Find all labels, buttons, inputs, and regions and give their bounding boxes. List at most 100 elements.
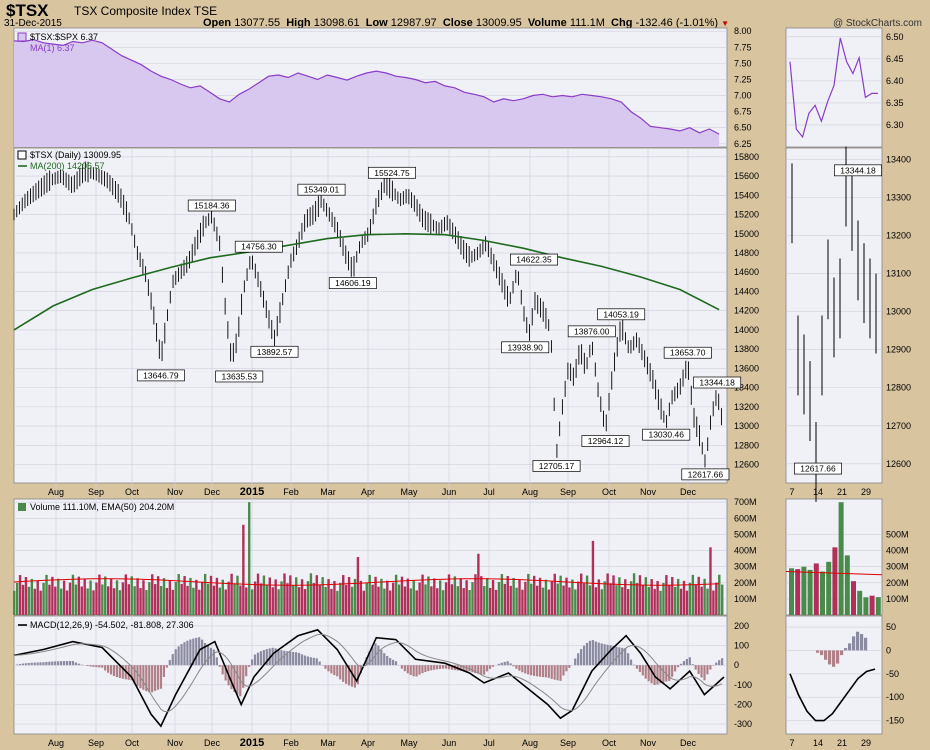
volume-bar (124, 574, 128, 615)
zoom-date-label-top: 14 (813, 487, 823, 497)
month-label-bottom: Dec (204, 738, 221, 748)
month-label-top: Jul (483, 487, 495, 497)
price-y-tick-label: 13600 (734, 363, 759, 373)
volume-bar (256, 573, 260, 615)
volume-bar (104, 576, 107, 615)
volume-bar (156, 576, 160, 615)
macd-histogram-bar (342, 665, 345, 682)
volume-y-tick-label: 600M (734, 513, 757, 523)
volume-bar (177, 574, 180, 615)
volume-bar (365, 582, 368, 615)
macd-histogram-bar (303, 655, 307, 666)
volume-value: 111.1M (569, 17, 605, 29)
ratio-area (14, 39, 720, 147)
volume-bar (48, 584, 51, 615)
volume-bar (30, 578, 34, 615)
ratio-zoom-y-tick-label: 6.40 (886, 76, 904, 86)
volume-bar (421, 574, 424, 615)
volume-bar (221, 579, 224, 615)
price-annotation-box (234, 240, 283, 253)
volume-bar (391, 582, 395, 615)
volume-bar (353, 578, 357, 615)
macd-histogram-bar (383, 653, 386, 666)
volume-zoom-bar (863, 597, 869, 615)
zoom-annotation-box (834, 164, 882, 177)
volume-bar (612, 575, 615, 615)
volume-bar (289, 575, 292, 615)
volume-bar (133, 586, 136, 615)
volume-bar (183, 576, 186, 615)
price-annotation-label: 13344.18 (699, 378, 735, 388)
price-annotation-box (663, 346, 712, 359)
macd-histogram-bar (18, 663, 22, 666)
macd-histogram-bar (712, 665, 715, 666)
volume-bar (453, 576, 457, 615)
month-label-bottom: Nov (640, 738, 657, 748)
volume-zoom-y-tick-label: 100M (886, 594, 909, 604)
ratio-y-tick-label: 7.25 (734, 74, 752, 84)
macd-histogram-bar (500, 662, 503, 666)
ratio-zoom-y-tick-label: 6.35 (886, 98, 904, 108)
chg-label: Chg (611, 17, 633, 29)
zoom-annotation-label: 12617.66 (800, 464, 836, 474)
macd-histogram-bar (553, 665, 556, 680)
macd-histogram-bar (89, 665, 92, 667)
price-annotation-label: 15524.75 (374, 168, 410, 178)
volume-zoom-bar (857, 590, 863, 615)
macd-histogram-bar (183, 642, 186, 666)
macd-histogram-bar (368, 651, 371, 666)
macd-zoom-histogram-bar (852, 636, 856, 651)
volume-bar (400, 576, 404, 615)
zoom-date-label-top: 7 (789, 487, 794, 497)
macd-histogram-bar (115, 665, 119, 678)
volume-bar (218, 587, 222, 615)
volume-bar (42, 582, 45, 615)
volume-bar (189, 577, 192, 615)
macd-histogram-bar (659, 665, 662, 684)
macd-legend-text: MACD(12,26,9) -54.502, -81.808, 27.306 (30, 620, 194, 630)
low-label: Low (365, 17, 388, 29)
macd-histogram-bar (582, 645, 586, 666)
volume-bar (209, 575, 213, 615)
price-annotation-box (567, 325, 616, 338)
volume-bar (24, 576, 28, 615)
volume-bar (83, 578, 86, 615)
volume-bar (674, 586, 677, 615)
month-label-bottom: Aug (48, 738, 64, 748)
macd-histogram-bar (668, 665, 671, 681)
price-annotation-label: 13938.90 (507, 342, 543, 352)
volume-bar (638, 575, 642, 615)
volume-bar (656, 581, 659, 615)
macd-histogram-bar (118, 665, 121, 679)
macd-histogram-bar (709, 665, 712, 670)
macd-histogram-bar (71, 660, 74, 666)
volume-bar (438, 580, 442, 615)
symbol-title: $TSX (6, 1, 49, 20)
macd-histogram-bar (242, 665, 245, 688)
macd-histogram-bar (406, 665, 409, 674)
volume-bar (682, 580, 686, 615)
macd-histogram-bar (430, 665, 433, 671)
chart-date: 31-Dec-2015 (4, 18, 62, 29)
macd-histogram-bar (515, 665, 518, 669)
volume-bar (527, 573, 530, 615)
volume-bar (154, 584, 157, 615)
price-y-tick-label: 12800 (734, 440, 759, 450)
price-annotation-box (581, 435, 630, 447)
volume-bar (77, 576, 81, 615)
volume-bar (57, 578, 60, 615)
ratio-y-tick-label: 6.75 (734, 107, 752, 117)
macd-y-tick-label: -100 (734, 680, 752, 690)
volume-bar (315, 575, 318, 615)
macd-histogram-bar (86, 665, 89, 667)
volume-bar (139, 588, 142, 615)
zoom-date-label-bottom: 7 (789, 738, 794, 748)
month-label-top: May (400, 487, 418, 497)
macd-histogram-bar (107, 665, 110, 673)
macd-histogram-bar (286, 651, 289, 666)
zoom-date-label-top: 29 (861, 487, 871, 497)
volume-zoom-bar (826, 561, 832, 615)
volume-bar (697, 576, 700, 615)
month-label-top: Sep (560, 487, 576, 497)
macd-histogram-bar (644, 665, 647, 679)
